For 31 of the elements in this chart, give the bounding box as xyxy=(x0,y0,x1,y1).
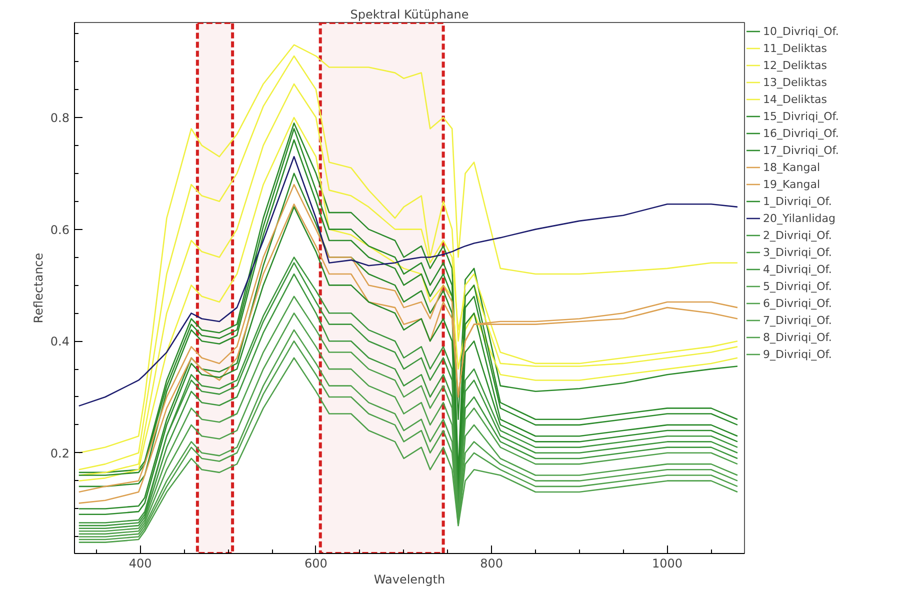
legend-label: 9_Divriqi_Of. xyxy=(763,347,832,361)
y-tick-label: 0.4 xyxy=(50,334,70,349)
legend-label: 10_Divriqi_Of. xyxy=(763,24,839,38)
legend-label: 6_Divriqi_Of. xyxy=(763,296,832,310)
legend-label: 12_Deliktas xyxy=(763,58,828,72)
legend-label: 7_Divriqi_Of. xyxy=(763,313,832,327)
legend-label: 11_Deliktas xyxy=(763,41,828,55)
x-tick-label: 400 xyxy=(128,556,152,570)
legend-label: 8_Divriqi_Of. xyxy=(763,330,832,344)
legend-label: 3_Divriqi_Of. xyxy=(763,245,832,259)
x-tick-label: 800 xyxy=(480,556,504,570)
y-tick-label: 0.8 xyxy=(50,111,70,126)
legend-label: 17_Divriqi_Of. xyxy=(763,143,839,157)
legend-label: 1_Divriqi_Of. xyxy=(763,194,832,208)
legend-label: 15_Divriqi_Of. xyxy=(763,109,839,123)
legend-label: 19_Kangal xyxy=(763,177,820,191)
chart-title: Spektral Kütüphane xyxy=(350,8,469,22)
x-tick-label: 1000 xyxy=(652,556,683,570)
legend-label: 14_Deliktas xyxy=(763,92,828,106)
legend-label: 20_Yilanlidag xyxy=(763,211,836,225)
x-tick-label: 600 xyxy=(304,556,328,570)
legend-label: 2_Divriqi_Of. xyxy=(763,228,832,242)
legend-label: 5_Divriqi_Of. xyxy=(763,279,832,293)
y-tick-label: 0.2 xyxy=(50,446,70,460)
y-tick-label: 0.6 xyxy=(50,222,70,237)
legend-label: 16_Divriqi_Of. xyxy=(763,126,839,140)
legend-label: 18_Kangal xyxy=(763,160,820,174)
legend-label: 13_Deliktas xyxy=(763,75,828,89)
legend-label: 4_Divriqi_Of. xyxy=(763,262,832,276)
x-axis-title: Wavelength xyxy=(374,572,446,586)
y-axis-title: Reflectance xyxy=(31,252,46,324)
